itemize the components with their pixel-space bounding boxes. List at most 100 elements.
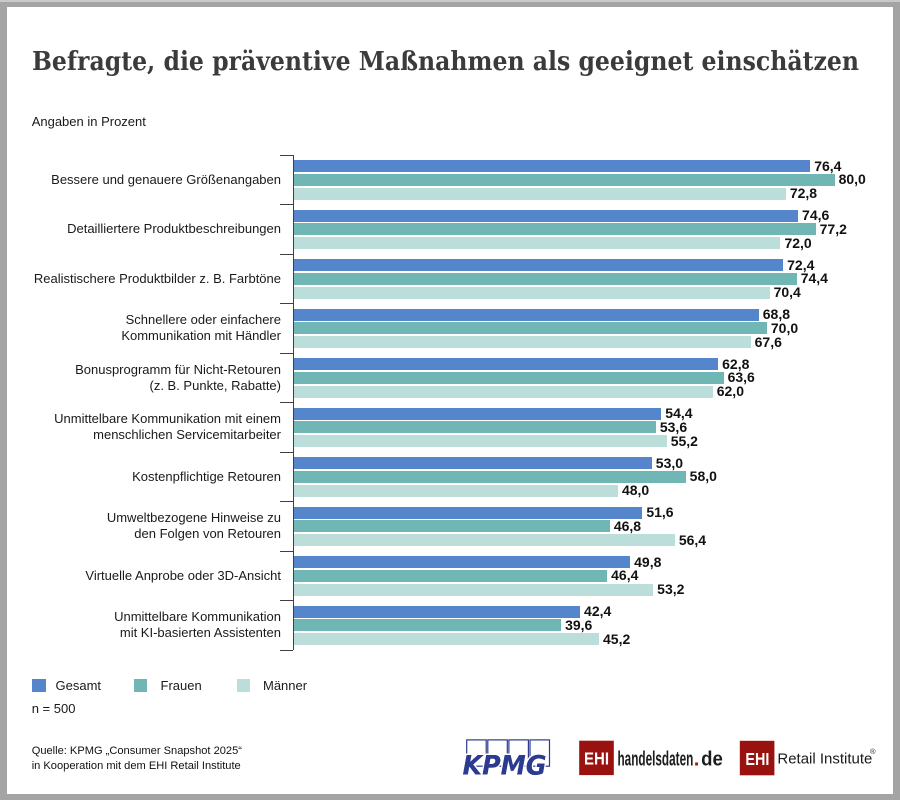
value-label: 62,0	[716, 383, 744, 400]
axis-tick	[280, 253, 293, 255]
sample-size: n = 500	[31, 701, 76, 716]
bar-männer	[293, 385, 713, 398]
bar-gesamt	[293, 457, 652, 470]
bar-group: Unmittelbare Kommunikation mit einem men…	[7, 403, 893, 453]
bar-group: Umweltbezogene Hinweise zu den Folgen vo…	[7, 502, 893, 552]
value-label: 80,0	[838, 171, 866, 188]
value-label: 74,6	[802, 207, 830, 224]
legend: Gesamt Frauen Männer	[7, 677, 893, 693]
ehi-handelsdaten-square	[579, 740, 614, 776]
ehi-handelsdaten-logo: EHI handelsdaten . de	[579, 740, 723, 776]
value-label: 51,6	[646, 504, 674, 521]
bar-gesamt	[293, 259, 784, 272]
value-label: 58,0	[689, 468, 717, 485]
bar-gesamt	[293, 605, 581, 618]
axis-tick	[280, 352, 293, 354]
ehi-retail-name: Retail Institute	[777, 750, 872, 767]
bar-group: Bonusprogramm für Nicht-Retouren (z. B. …	[7, 353, 893, 403]
axis-tick	[280, 402, 293, 403]
bar-frauen	[293, 322, 767, 335]
axis-line	[293, 155, 294, 650]
axis-tick	[280, 303, 293, 304]
value-label: 48,0	[621, 482, 650, 499]
value-label: 63,6	[727, 369, 755, 386]
value-label: 70,4	[773, 284, 801, 301]
bar-gesamt	[293, 160, 811, 173]
legend-label-gesamt: Gesamt	[55, 677, 102, 693]
page-title: Befragte, die präventive Maßnahmen als g…	[31, 46, 859, 77]
kpmg-logo-text-fill: KPMG	[463, 751, 547, 782]
ehi-handelsdaten-dot: .	[694, 748, 700, 770]
value-label: 46,8	[613, 517, 642, 534]
category-label: Umweltbezogene Hinweise zu den Folgen vo…	[106, 510, 281, 542]
ehi-handelsdaten-ehi: EHI	[584, 749, 609, 769]
kpmg-logo: KPMG KPMG	[461, 739, 551, 783]
category-label: Realistischere Produktbilder z. B. Farbt…	[33, 270, 281, 286]
source-note: Quelle: KPMG „Consumer Snapshot 2025“ in…	[31, 745, 242, 772]
bar-gesamt	[293, 358, 719, 371]
bar-männer	[293, 187, 786, 200]
value-label: 54,4	[665, 405, 693, 422]
bar-gesamt	[293, 308, 759, 321]
category-label: Unmittelbare Kommunikation mit KI-basier…	[114, 609, 281, 641]
value-label: 53,6	[659, 418, 688, 435]
axis-tick	[280, 600, 293, 601]
bar-männer	[293, 237, 781, 250]
bar-männer	[293, 484, 618, 497]
ehi-handelsdaten-tld: de	[701, 748, 723, 770]
ehi-retail-logo: EHI Retail Institute ®	[739, 740, 876, 776]
value-label: 76,4	[814, 157, 842, 174]
bar-frauen	[293, 223, 816, 236]
value-label: 42,4	[584, 603, 612, 620]
value-label: 53,0	[655, 454, 684, 471]
value-label: 72,4	[787, 256, 815, 273]
category-label: Virtuelle Anprobe oder 3D-Ansicht	[85, 567, 281, 583]
value-label: 77,2	[819, 220, 847, 237]
axis-tick	[280, 550, 293, 552]
category-label: Schnellere oder einfachere Kommunikation…	[121, 312, 281, 344]
legend-swatch-männer	[236, 678, 250, 692]
subtitle-units: Angaben in Prozent	[31, 114, 146, 129]
value-label: 45,2	[603, 630, 631, 647]
category-label: Unmittelbare Kommunikation mit einem men…	[54, 411, 281, 443]
ehi-retail-ehi: EHI	[745, 749, 769, 769]
bar-group: Bessere und genauere Größenangaben 76,4 80…	[7, 155, 893, 205]
axis-tick	[280, 204, 293, 205]
axis-tick	[280, 451, 293, 453]
bar-gesamt	[293, 407, 662, 420]
bar-group: Virtuelle Anprobe oder 3D-Ansicht 49,8 46,…	[7, 551, 893, 601]
axis-tick	[280, 154, 293, 156]
bar-männer	[293, 534, 675, 547]
chart-card: Befragte, die präventive Maßnahmen als g…	[7, 7, 893, 794]
bar-gesamt	[293, 209, 799, 222]
bar-frauen	[293, 371, 724, 384]
bar-group: Kostenpflichtige Retouren 53,0 58,0 48,0	[7, 452, 893, 502]
legend-label-männer: Männer	[263, 677, 308, 693]
value-label: 74,4	[800, 270, 828, 287]
category-label: Detailliertere Produktbeschreibungen	[67, 221, 281, 237]
value-label: 46,4	[611, 567, 639, 584]
legend-label-frauen: Frauen	[160, 677, 202, 693]
bar-group: Unmittelbare Kommunikation mit KI-basier…	[7, 601, 893, 651]
bar-frauen	[293, 569, 608, 582]
bar-männer	[293, 633, 599, 646]
bar-group: Schnellere oder einfachere Kommunikation…	[7, 304, 893, 354]
bar-frauen	[293, 470, 686, 483]
value-label: 62,8	[722, 355, 750, 372]
value-label: 68,8	[762, 306, 791, 323]
ehi-retail-square	[739, 740, 775, 776]
bar-männer	[293, 286, 770, 299]
category-label: Bessere und genauere Größenangaben	[51, 171, 281, 187]
frame-top-strip	[0, 0, 900, 2]
bar-männer	[293, 336, 751, 349]
bar-frauen	[293, 173, 835, 186]
legend-swatch-frauen	[133, 678, 147, 692]
bar-männer	[293, 583, 654, 596]
value-label: 56,4	[678, 531, 707, 548]
category-label: Kostenpflichtige Retouren	[132, 468, 281, 484]
axis-tick	[280, 501, 293, 502]
ehi-handelsdaten-name: handelsdaten	[618, 748, 694, 770]
value-label: 70,0	[770, 319, 799, 336]
bar-gesamt	[293, 506, 643, 519]
